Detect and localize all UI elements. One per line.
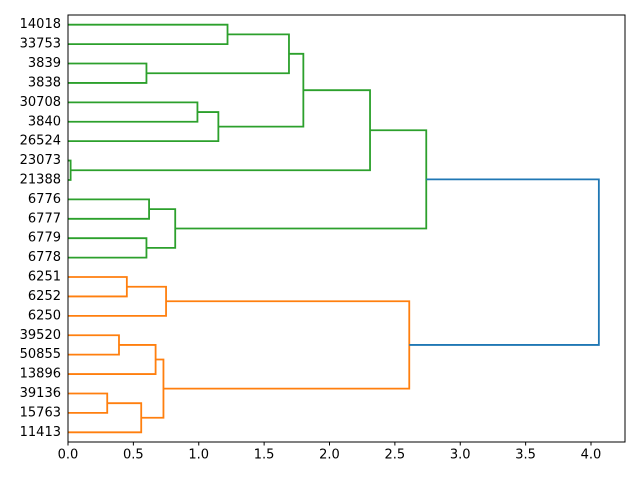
leaf-label: 13896: [20, 367, 61, 382]
leaf-label: 6779: [28, 231, 61, 246]
leaf-label: 6777: [28, 211, 61, 226]
leaf-label: 3839: [28, 56, 61, 71]
x-tick-label: 1.0: [188, 447, 209, 462]
dendrogram-link-g6: [218, 52, 305, 128]
dendrogram-link-o8: [163, 300, 411, 390]
dendrogram-link-g10: [68, 237, 148, 259]
leaf-label: 33753: [20, 37, 61, 52]
leaf-label: 6252: [28, 289, 61, 304]
dendrogram-link-o5: [68, 392, 109, 414]
dendrogram-link-g11: [146, 208, 177, 249]
dendrogram-link-o3: [68, 334, 120, 356]
dendrogram-link-g5: [68, 111, 220, 143]
x-tick-label: 2.0: [319, 447, 340, 462]
dendrogram-link-g4: [68, 101, 199, 123]
leaf-label: 3840: [28, 114, 61, 129]
leaf-label: 50855: [20, 347, 61, 362]
leaf-label: 39520: [20, 328, 61, 343]
leaf-label: 23073: [20, 153, 61, 168]
dendrogram-link-o6: [68, 402, 143, 434]
dendrogram-link-g12: [175, 129, 428, 230]
x-tick-label: 2.5: [385, 447, 406, 462]
leaf-label: 21388: [20, 172, 61, 187]
dendrogram-link-o4: [68, 344, 157, 375]
leaf-label: 30708: [20, 95, 61, 110]
dendrogram-link-g1: [68, 23, 229, 46]
leaf-label: 6251: [28, 270, 61, 285]
leaf-label: 14018: [20, 17, 61, 32]
x-tick-label: 1.5: [254, 447, 275, 462]
dendrogram-link-o2: [68, 285, 167, 317]
dendrogram-link-g2: [68, 62, 148, 84]
x-tick-label: 3.5: [515, 447, 536, 462]
x-tick-label: 0.5: [123, 447, 144, 462]
dendrogram-link-g3: [146, 33, 290, 75]
leaf-label: 39136: [20, 386, 61, 401]
leaf-label: 11413: [20, 425, 61, 440]
dendrogram-link-g9: [68, 198, 150, 220]
x-tick-label: 4.0: [581, 447, 602, 462]
leaf-label: 3838: [28, 75, 61, 90]
leaf-label: 26524: [20, 134, 61, 149]
leaf-label: 6776: [28, 192, 61, 207]
plot-border: [67, 14, 626, 443]
dendrogram-link-o1: [68, 276, 128, 298]
leaf-label: 6778: [28, 250, 61, 265]
leaf-label: 15763: [20, 405, 61, 420]
dendrogram-link-o7: [141, 358, 165, 419]
x-tick-label: 0.0: [58, 447, 79, 462]
dendrogram-link-r1: [409, 178, 600, 346]
x-tick-label: 3.0: [450, 447, 471, 462]
leaf-label: 6250: [28, 308, 61, 323]
